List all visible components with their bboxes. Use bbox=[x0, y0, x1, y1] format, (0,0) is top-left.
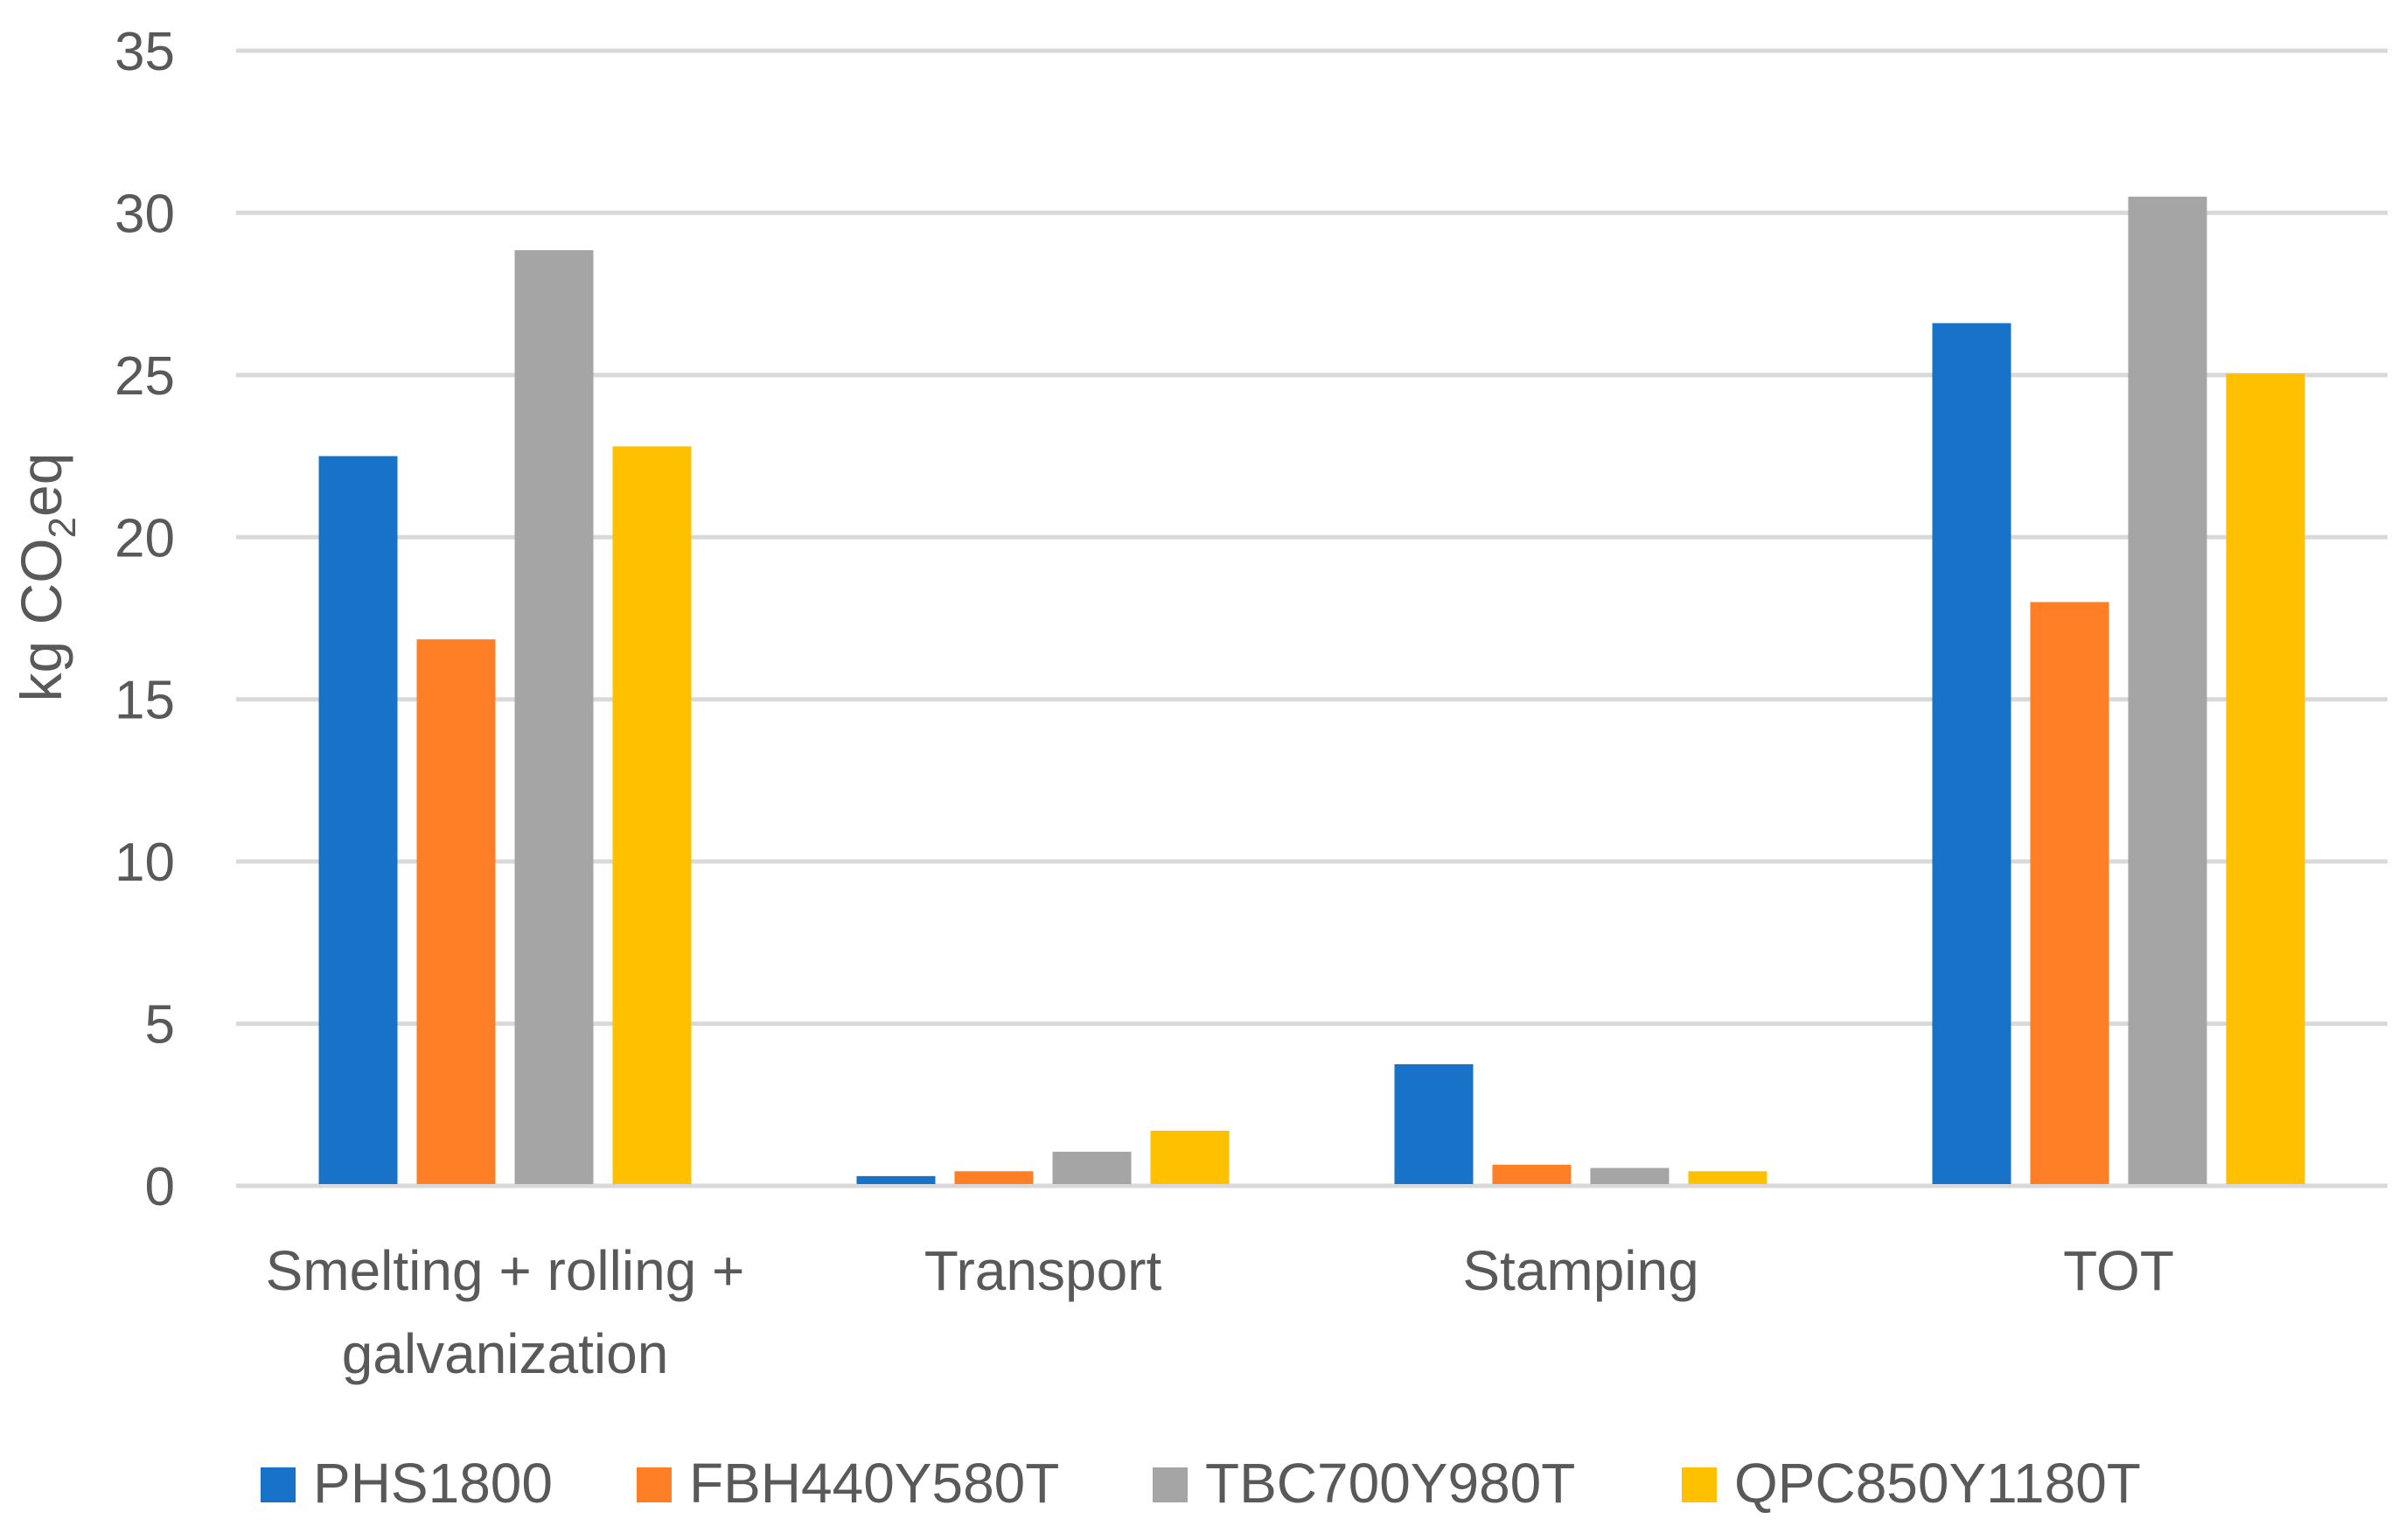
x-category-label: Transport bbox=[924, 1239, 1162, 1302]
legend: PHS1800 FBH440Y580T TBC700Y980T QPC850Y1180… bbox=[261, 1452, 2141, 1515]
bar bbox=[2226, 373, 2305, 1184]
legend-item: QPC850Y1180T bbox=[1682, 1452, 2141, 1515]
y-tick-label: 35 bbox=[115, 22, 175, 82]
legend-item: TBC700Y980T bbox=[1153, 1452, 1575, 1515]
bar bbox=[954, 1171, 1034, 1184]
bar bbox=[1492, 1164, 1572, 1184]
bar bbox=[514, 250, 594, 1184]
x-category-label: Stamping bbox=[1462, 1239, 1698, 1302]
y-tick-label: 25 bbox=[115, 346, 175, 407]
bars bbox=[318, 196, 2305, 1185]
y-axis-title-subscript: 2 bbox=[41, 517, 84, 538]
legend-label: QPC850Y1180T bbox=[1734, 1452, 2141, 1515]
legend-label: FBH440Y580T bbox=[689, 1452, 1059, 1515]
y-axis-title-tail: eq bbox=[9, 453, 73, 517]
legend-label: TBC700Y980T bbox=[1205, 1452, 1575, 1515]
bar bbox=[1150, 1130, 1230, 1184]
legend-swatch bbox=[1153, 1467, 1188, 1502]
y-tick-label: 30 bbox=[115, 184, 175, 244]
y-axis-title-main: kg CO bbox=[9, 538, 73, 701]
y-tick-label: 15 bbox=[115, 671, 175, 731]
legend-swatch bbox=[261, 1467, 296, 1502]
y-tick-label: 0 bbox=[145, 1157, 175, 1217]
bar bbox=[1932, 323, 2011, 1184]
bar bbox=[612, 446, 692, 1185]
legend-label: PHS1800 bbox=[313, 1452, 553, 1515]
y-tick-label: 10 bbox=[115, 833, 175, 893]
y-tick-label: 5 bbox=[145, 995, 175, 1056]
legend-item: PHS1800 bbox=[261, 1452, 553, 1515]
x-category-label: TOT bbox=[2063, 1239, 2174, 1302]
legend-swatch bbox=[1682, 1467, 1717, 1502]
gridlines bbox=[236, 48, 2388, 1188]
bar bbox=[2030, 602, 2109, 1184]
y-tick-label: 20 bbox=[115, 508, 175, 568]
bar bbox=[318, 456, 398, 1184]
bar bbox=[1590, 1167, 1670, 1184]
x-category-label: Smelting + rolling + galvanization bbox=[266, 1239, 745, 1385]
y-axis-tick-labels: 0 5 10 15 20 25 30 35 bbox=[115, 22, 175, 1217]
bar bbox=[416, 639, 496, 1184]
legend-swatch bbox=[637, 1467, 672, 1502]
bar bbox=[1394, 1063, 1474, 1184]
bar bbox=[856, 1175, 936, 1184]
bar bbox=[1052, 1152, 1132, 1184]
bar bbox=[2128, 196, 2207, 1184]
x-axis-category-labels: Smelting + rolling + galvanization Transpo… bbox=[266, 1239, 2174, 1385]
bar bbox=[1688, 1171, 1767, 1184]
y-axis-title: kg CO2eq bbox=[9, 453, 84, 702]
legend-item: FBH440Y580T bbox=[637, 1452, 1059, 1515]
